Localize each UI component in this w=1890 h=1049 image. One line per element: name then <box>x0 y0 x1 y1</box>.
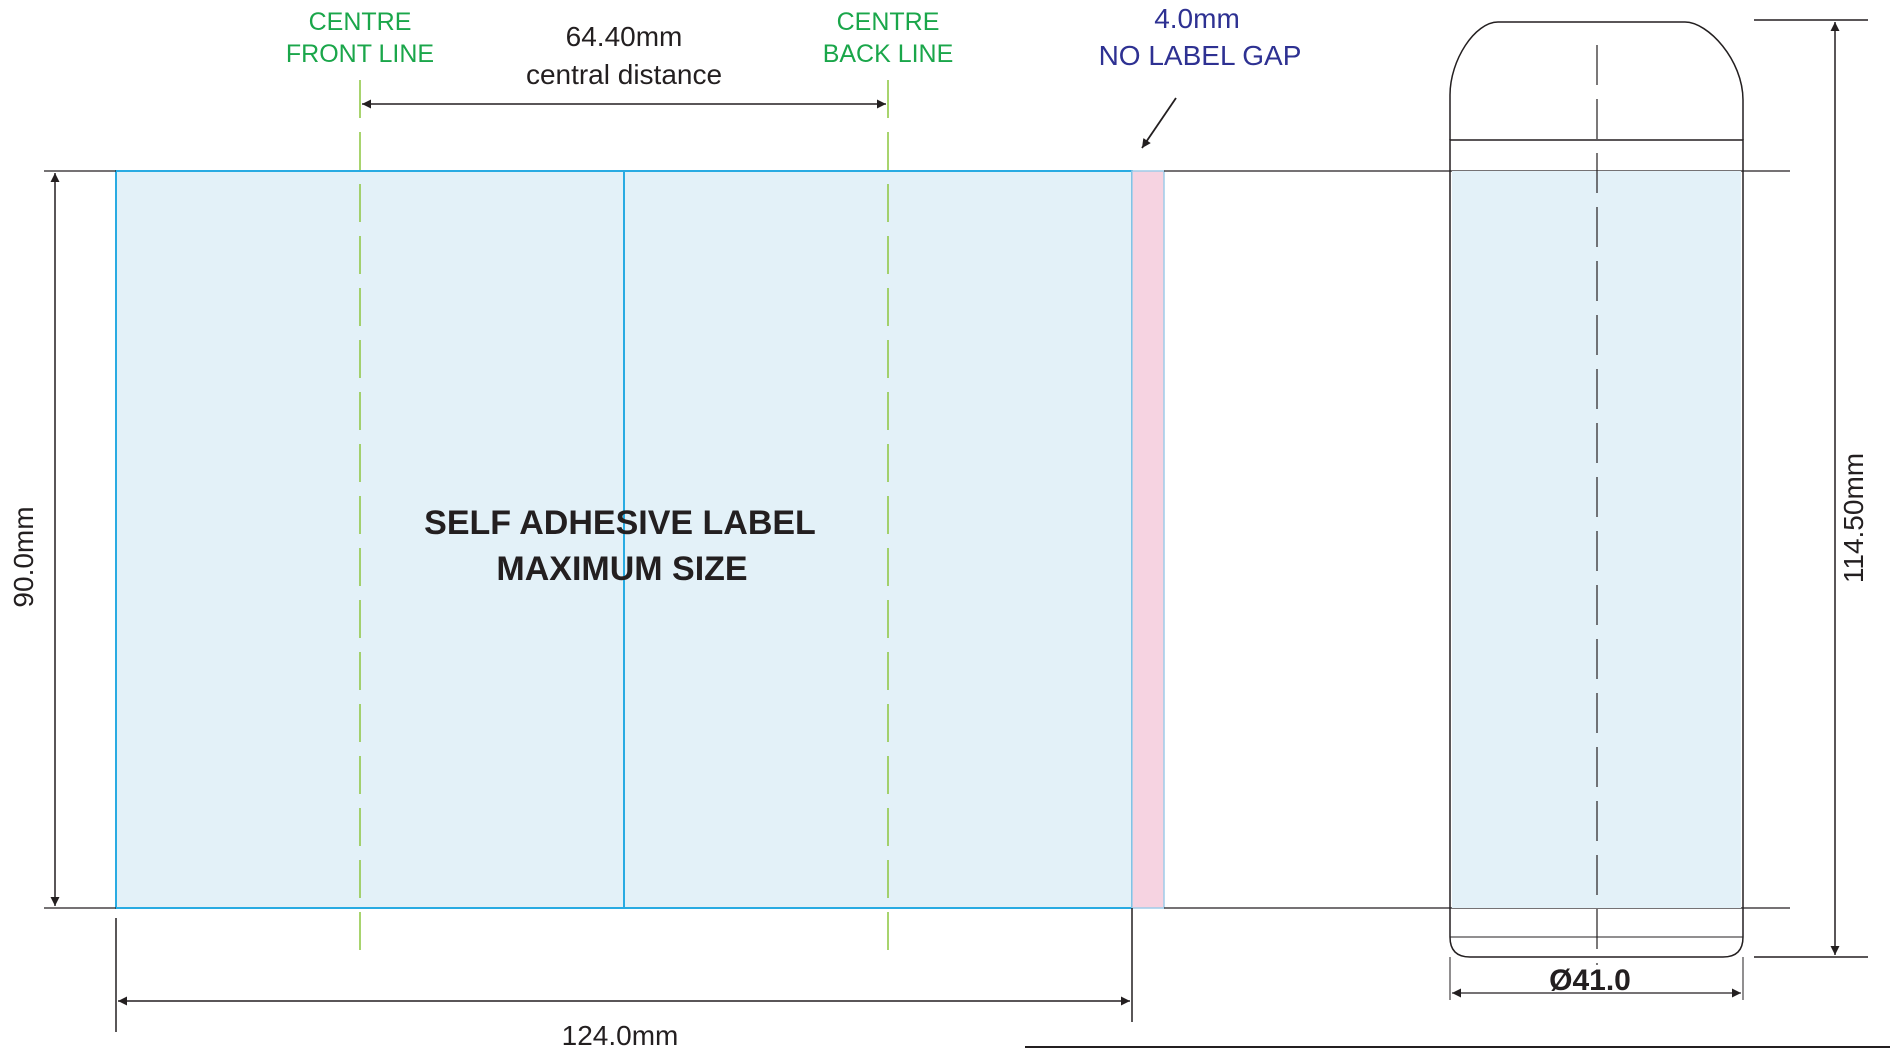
bottle-diameter-text: Ø41.0 <box>1549 964 1631 997</box>
label-back-panel <box>623 170 1133 909</box>
gap-caption-text: NO LABEL GAP <box>1099 40 1302 71</box>
centre-front-label-line2: FRONT LINE <box>286 40 434 68</box>
bottle-outline <box>1449 21 1744 965</box>
label-height-text: 90.0mm <box>8 506 39 607</box>
bottle-height-text: 114.50mm <box>1838 453 1869 583</box>
label-width-text: 124.0mm <box>562 1020 679 1049</box>
centre-back-label-line2: BACK LINE <box>823 40 954 68</box>
central-distance-caption: central distance <box>526 59 722 90</box>
central-distance-value: 64.40mm <box>566 21 683 52</box>
gap-value-text: 4.0mm <box>1154 3 1240 34</box>
label-height-dimension <box>44 170 116 909</box>
label-area <box>115 170 1165 909</box>
bottle-height-dimension <box>1754 19 1868 958</box>
label-title-line1: SELF ADHESIVE LABEL <box>424 504 816 542</box>
bottle-diameter-dimension <box>1449 957 1744 1000</box>
centre-front-label-line1: CENTRE <box>309 8 412 36</box>
centre-back-label-line1: CENTRE <box>837 8 940 36</box>
no-label-gap-strip <box>1131 170 1165 909</box>
bottle-body <box>1449 139 1744 958</box>
gap-callout-arrow <box>1141 97 1177 149</box>
label-width-dimension <box>115 908 1133 1032</box>
label-title-line2: MAXIMUM SIZE <box>496 550 747 588</box>
label-front-panel <box>115 170 625 909</box>
